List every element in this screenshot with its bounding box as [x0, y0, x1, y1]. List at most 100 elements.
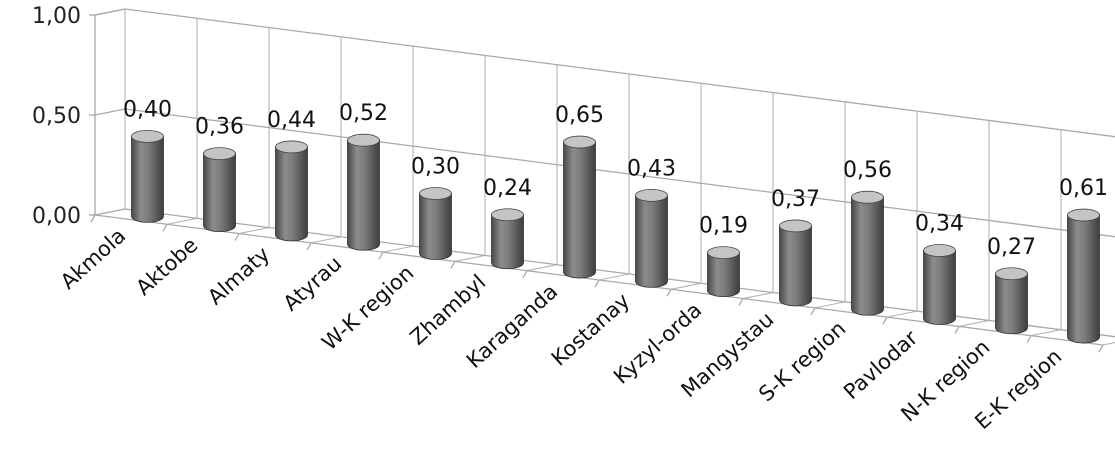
bar-body — [707, 252, 740, 298]
x-axis-tick — [954, 326, 960, 334]
bar-top — [563, 135, 596, 149]
category-label: Pavlodar — [839, 325, 923, 404]
floor-divider — [1030, 329, 1062, 337]
bar — [707, 246, 740, 298]
bar-top — [419, 187, 452, 200]
floor-divider — [598, 273, 630, 281]
value-label: 0,40 — [123, 97, 172, 122]
x-axis-tick — [594, 279, 600, 288]
bar — [779, 219, 812, 307]
bar — [131, 129, 164, 223]
floor-divider — [166, 217, 198, 225]
floor-divider — [814, 301, 846, 309]
bar-top — [707, 246, 740, 260]
bar — [347, 133, 380, 251]
bars — [131, 129, 1100, 344]
category-label: Kostanay — [547, 289, 635, 371]
value-label: 0,52 — [339, 101, 388, 126]
bar-body — [203, 153, 236, 233]
bar — [491, 208, 524, 270]
y-tick-label: 0,00 — [32, 204, 81, 229]
value-label: 0,65 — [555, 103, 604, 128]
value-label: 0,24 — [483, 176, 532, 201]
floor-divider — [742, 292, 774, 300]
x-axis-tick — [666, 288, 672, 297]
bar-top — [347, 133, 380, 147]
bar — [203, 147, 236, 233]
category-label: Akmola — [56, 224, 130, 294]
bar-body — [779, 225, 812, 307]
x-axis-tick — [1098, 344, 1104, 353]
bar-body — [131, 135, 164, 223]
floor-divider — [526, 264, 558, 272]
value-label: 0,61 — [1059, 176, 1108, 201]
value-label: 0,43 — [627, 156, 676, 181]
x-axis-tick — [378, 251, 384, 260]
value-label: 0,34 — [915, 211, 964, 236]
x-axis-tick — [162, 223, 168, 232]
bar-top — [923, 244, 956, 257]
floor-divider — [886, 310, 918, 318]
x-axis-tick — [450, 261, 456, 269]
floor-divider — [958, 319, 990, 327]
x-axis-tick — [306, 242, 312, 251]
x-axis-tick — [90, 214, 96, 223]
bar-top — [1067, 208, 1100, 222]
bar-body — [851, 196, 884, 316]
x-axis-tick — [1026, 335, 1032, 344]
category-label: Zhambyl — [405, 270, 490, 350]
gridlines — [89, 8, 1115, 338]
bar-body — [347, 139, 380, 251]
floor-divider — [382, 245, 414, 253]
category-label: Aktobe — [131, 233, 202, 300]
bar-body — [419, 193, 452, 260]
x-axis-tick — [810, 307, 816, 316]
bar-body — [275, 146, 308, 242]
value-label: 0,30 — [411, 154, 460, 179]
floor-divider — [1102, 342, 1115, 346]
value-label: 0,56 — [843, 158, 892, 183]
bar-body — [563, 141, 596, 279]
bar-top — [995, 267, 1028, 281]
bar — [275, 140, 308, 242]
x-axis-tick — [882, 316, 888, 325]
bar-top — [203, 147, 236, 161]
bar — [923, 244, 956, 325]
x-axis-tick — [738, 298, 744, 306]
category-label: Almaty — [203, 242, 274, 309]
bar-body — [635, 194, 668, 288]
gridline — [94, 8, 1115, 138]
value-labels: 0,40 0,36 0,44 0,52 0,30 0,24 0,65 0,43 0,19 0,37… — [123, 97, 1108, 259]
x-axis-tick — [234, 233, 240, 241]
bar — [563, 135, 596, 279]
value-label: 0,19 — [699, 214, 748, 239]
bar-top — [635, 188, 668, 202]
bar-top — [491, 208, 524, 222]
bar-top — [779, 219, 812, 233]
y-tick-label: 1,00 — [32, 4, 81, 29]
bar-top — [275, 140, 308, 154]
bar — [419, 187, 452, 260]
y-axis-tick-labels: 0,00 0,50 1,00 — [32, 4, 81, 229]
bar-top — [131, 129, 164, 143]
category-label: Atyrau — [279, 251, 347, 315]
bar-body — [923, 250, 956, 325]
floor-divider — [670, 282, 702, 290]
bar-body — [995, 273, 1028, 335]
chart-walls — [90, 8, 1115, 353]
value-label: 0,37 — [771, 187, 820, 212]
y-tick-label: 0,50 — [32, 104, 81, 129]
floor-divider — [238, 227, 270, 235]
bar — [1067, 208, 1100, 344]
x-axis-tick — [522, 270, 528, 279]
floor-divider — [310, 236, 342, 244]
bar-top — [851, 190, 884, 204]
bar-body — [1067, 214, 1100, 344]
bar — [635, 188, 668, 288]
value-label: 0,36 — [195, 115, 244, 140]
bar — [851, 190, 884, 316]
value-label: 0,27 — [987, 235, 1036, 260]
bar — [995, 267, 1028, 335]
